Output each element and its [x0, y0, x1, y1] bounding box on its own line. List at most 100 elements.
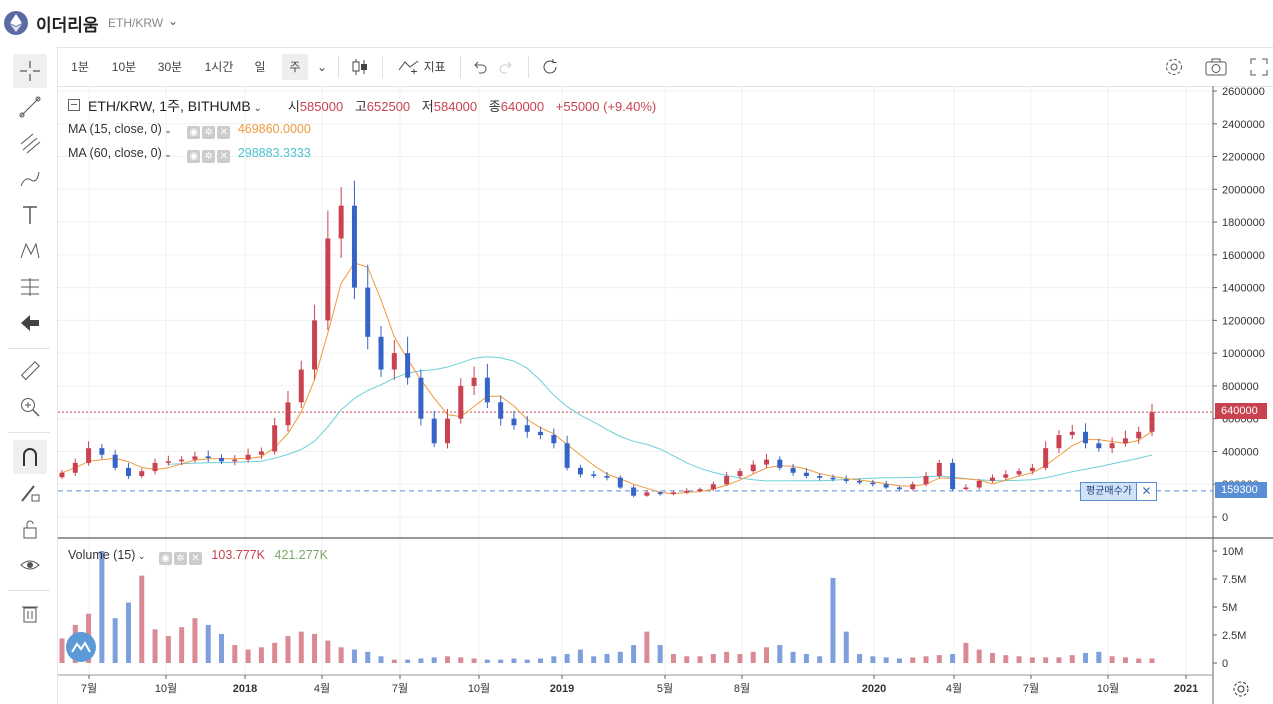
ruler-icon[interactable]: [13, 354, 47, 388]
candle-body: [179, 459, 185, 462]
chart-axes: 0200000400000600000800000100000012000001…: [58, 86, 1273, 704]
collapse-icon[interactable]: [68, 99, 80, 111]
refresh-icon[interactable]: [538, 54, 562, 80]
candle-body: [312, 320, 318, 370]
indicator-controls: ◉ ✲ ✕: [187, 146, 235, 163]
volume-bar: [139, 575, 145, 663]
brush-icon[interactable]: [13, 162, 47, 196]
price-tick-label: 400000: [1222, 446, 1259, 458]
magnet-icon[interactable]: [13, 440, 47, 474]
lock-drawing-icon[interactable]: [13, 476, 47, 510]
redo-icon[interactable]: [496, 54, 518, 80]
time-tick-label: 4월: [946, 682, 962, 695]
candle-body: [338, 205, 344, 239]
candle-body: [883, 484, 889, 488]
pattern-icon[interactable]: [13, 234, 47, 268]
volume-bar: [444, 656, 450, 663]
ma60-legend[interactable]: MA (60, close, 0) ⌄ ◉ ✲ ✕ 298883.3333: [68, 146, 311, 163]
volume-bar: [378, 656, 384, 663]
fullscreen-icon[interactable]: [1248, 54, 1270, 80]
candle-body: [112, 454, 118, 468]
ohlc-open: 시585000: [287, 99, 344, 114]
interval-1h[interactable]: 1시간: [204, 60, 234, 74]
undo-icon[interactable]: [468, 54, 490, 80]
candle-body: [657, 492, 663, 495]
ohlc-low: 저584000: [421, 99, 478, 114]
candle-body: [1043, 448, 1049, 468]
visibility-icon[interactable]: ◉: [187, 150, 201, 163]
time-tick-label: 2019: [550, 683, 574, 695]
close-icon[interactable]: ✕: [217, 150, 231, 163]
candle-body: [272, 425, 278, 452]
unlock-icon[interactable]: [13, 512, 47, 546]
chevron-down-icon[interactable]: ⌄: [316, 60, 328, 74]
settings-gear-icon[interactable]: [1162, 54, 1186, 80]
candle-body: [245, 454, 251, 460]
volume-legend[interactable]: Volume (15) ⌄ ◉ ✲ ✕ 103.777K 421.277K: [68, 548, 328, 565]
interval-1m[interactable]: 1분: [71, 60, 89, 74]
axis-settings-gear-icon[interactable]: [1232, 680, 1254, 700]
zoom-in-icon[interactable]: [13, 390, 47, 424]
volume-bar: [1069, 655, 1075, 663]
candle-body: [1029, 467, 1035, 472]
volume-bar: [365, 651, 371, 663]
interval-week[interactable]: 주: [282, 54, 308, 80]
candle-body: [936, 462, 942, 477]
candle-body: [710, 484, 716, 490]
coin-name: 이더리움: [36, 16, 99, 35]
candle-body: [86, 448, 92, 463]
close-icon[interactable]: ✕: [1136, 482, 1157, 501]
camera-icon[interactable]: [1204, 54, 1228, 80]
settings-icon[interactable]: ✲: [202, 150, 216, 163]
chart-grid: [58, 86, 1213, 675]
interval-30m[interactable]: 30분: [157, 60, 183, 74]
pitchfork-icon[interactable]: [13, 126, 47, 160]
volume-bar: [524, 659, 530, 663]
chevron-down-icon[interactable]: ⌄: [168, 14, 179, 28]
trend-line-icon[interactable]: [13, 90, 47, 124]
candle-body: [511, 418, 517, 426]
candle-body: [351, 205, 357, 288]
main-legend[interactable]: ETH/KRW, 1주, BITHUMB ⌄ 시585000 고652500 저…: [68, 96, 656, 116]
candle-type-icon[interactable]: [348, 54, 372, 80]
ma15-legend[interactable]: MA (15, close, 0) ⌄ ◉ ✲ ✕ 469860.0000: [68, 122, 311, 139]
app-header: 이더리움 ETH/KRW ⌄: [0, 0, 1273, 46]
symbol-title: ETH/KRW, 1주, BITHUMB: [88, 98, 251, 114]
close-icon[interactable]: ✕: [188, 552, 202, 565]
volume-bar: [764, 647, 770, 663]
volume-tick-label: 7.5M: [1222, 574, 1246, 586]
visibility-icon[interactable]: ◉: [158, 552, 172, 565]
candle-body: [152, 462, 158, 472]
trash-icon[interactable]: [13, 596, 47, 630]
candle-body: [1149, 412, 1155, 432]
volume-bar: [112, 618, 118, 663]
drawing-toolbar: [0, 46, 58, 704]
candle-body: [923, 476, 929, 485]
volume-bar: [205, 624, 211, 663]
visibility-icon[interactable]: ◉: [187, 126, 201, 139]
text-tool-icon[interactable]: [13, 198, 47, 232]
volume-bar: [830, 577, 836, 663]
volume-bar: [418, 658, 424, 663]
eye-icon[interactable]: [13, 548, 47, 582]
arrow-left-icon[interactable]: [13, 306, 47, 340]
candle-body: [72, 462, 78, 473]
ohlc-close: 종640000: [488, 99, 545, 114]
volume-bar: [750, 651, 756, 663]
candle-body: [192, 456, 198, 460]
volume-bar: [285, 636, 291, 663]
ma60-line: [168, 356, 1153, 482]
candle-body: [418, 377, 424, 419]
crosshair-icon[interactable]: [13, 54, 47, 88]
interval-day[interactable]: 일: [254, 60, 266, 74]
volume-bar: [405, 659, 411, 663]
close-icon[interactable]: ✕: [217, 126, 231, 139]
measure-lines-icon[interactable]: [13, 270, 47, 304]
volume-bar: [1043, 657, 1049, 663]
settings-icon[interactable]: ✲: [202, 126, 216, 139]
coin-pair[interactable]: ETH/KRW: [108, 16, 164, 30]
interval-10m[interactable]: 10분: [111, 60, 137, 74]
settings-icon[interactable]: ✲: [173, 552, 187, 565]
indicators-button[interactable]: 지표: [392, 54, 452, 80]
volume-bar: [431, 657, 437, 663]
